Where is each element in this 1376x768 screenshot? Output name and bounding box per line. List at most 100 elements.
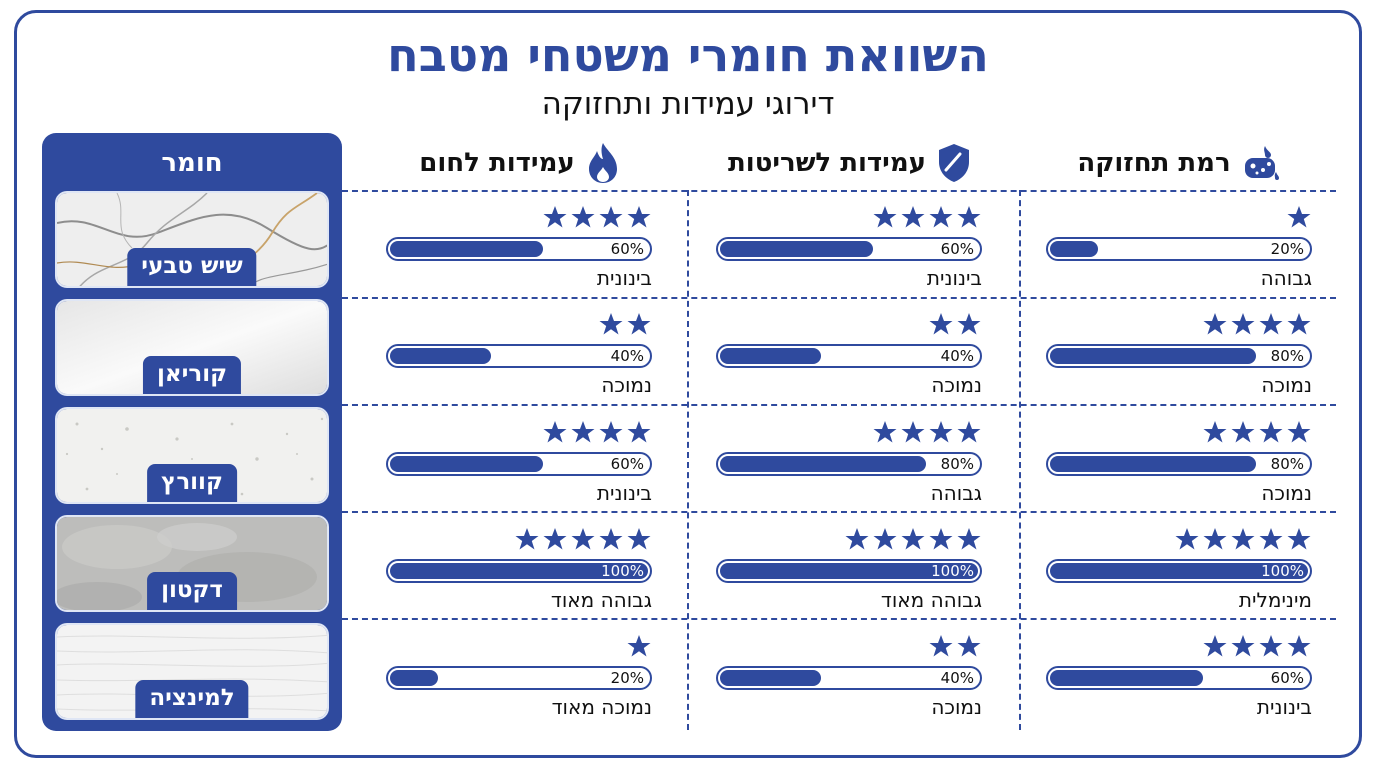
rating-cell: 60% בינונית: [372, 195, 652, 295]
star-icon: [929, 528, 953, 550]
material-card-corian: קוריאן: [55, 299, 329, 396]
rating-cell: 100% מינימלית: [1032, 517, 1312, 617]
progress-bar-fill: [390, 563, 648, 579]
progress-bar: 20%: [386, 666, 652, 690]
material-label: למינציה: [135, 680, 249, 718]
star-rating: [928, 312, 982, 338]
star-icon: [1203, 528, 1227, 550]
grid-line: [342, 404, 1336, 406]
star-rating: [1174, 527, 1312, 553]
material-card-quartz: קוורץ: [55, 407, 329, 504]
star-icon: [1259, 635, 1283, 657]
star-icon: [901, 421, 925, 443]
grid-line: [342, 297, 1336, 299]
material-label: קוריאן: [142, 356, 242, 394]
star-icon: [1203, 313, 1227, 335]
progress-percent: 20%: [610, 669, 644, 687]
grid-line: [342, 190, 1336, 192]
column-header-label: עמידות לחום: [419, 148, 575, 178]
progress-bar: 20%: [1046, 237, 1312, 261]
grid-line: [342, 618, 1336, 620]
rating-level: נמוכה: [601, 373, 652, 397]
star-rating: [1286, 205, 1312, 231]
grid-line: [687, 190, 689, 730]
progress-bar-fill: [390, 348, 491, 364]
star-icon: [543, 206, 567, 228]
progress-percent: 100%: [601, 562, 644, 580]
rating-cell: 80% נמוכה: [1032, 410, 1312, 510]
star-icon: [873, 528, 897, 550]
star-icon: [1287, 421, 1311, 443]
star-icon: [901, 528, 925, 550]
material-label: קוורץ: [147, 464, 237, 502]
star-icon: [1231, 528, 1255, 550]
star-icon: [1231, 635, 1255, 657]
progress-bar-fill: [1050, 563, 1308, 579]
star-icon: [543, 528, 567, 550]
star-icon: [901, 206, 925, 228]
rating-level: נמוכה: [1261, 481, 1312, 505]
progress-percent: 60%: [1270, 669, 1304, 687]
rating-level: בינונית: [1256, 695, 1312, 719]
progress-percent: 80%: [940, 455, 974, 473]
rating-cell: 100% גבוהה מאוד: [702, 517, 982, 617]
progress-bar: 100%: [716, 559, 982, 583]
star-icon: [571, 528, 595, 550]
progress-bar-fill: [720, 348, 821, 364]
materials-header: חומר: [161, 148, 223, 178]
star-rating: [542, 205, 652, 231]
progress-bar-fill: [1050, 348, 1256, 364]
star-icon: [571, 206, 595, 228]
star-rating: [1202, 420, 1312, 446]
progress-percent: 100%: [1261, 562, 1304, 580]
star-icon: [929, 313, 953, 335]
material-card-laminate: למינציה: [55, 623, 329, 720]
star-icon: [1231, 421, 1255, 443]
star-icon: [599, 313, 623, 335]
progress-percent: 40%: [610, 347, 644, 365]
rating-cell: 80% נמוכה: [1032, 302, 1312, 402]
grid-line: [342, 511, 1336, 513]
rating-cell: 80% גבוהה: [702, 410, 982, 510]
progress-bar: 60%: [716, 237, 982, 261]
progress-bar-fill: [1050, 670, 1204, 686]
column-header-label: עמידות לשריטות: [728, 148, 926, 178]
star-icon: [515, 528, 539, 550]
column-header-label: רמת תחזוקה: [1077, 148, 1231, 178]
rating-level: גבוהה: [930, 481, 982, 505]
progress-bar-fill: [1050, 241, 1099, 257]
star-icon: [1203, 635, 1227, 657]
progress-percent: 40%: [940, 669, 974, 687]
progress-bar: 100%: [386, 559, 652, 583]
star-icon: [1259, 313, 1283, 335]
progress-bar: 40%: [716, 666, 982, 690]
star-icon: [627, 206, 651, 228]
rating-level: נמוכה: [931, 373, 982, 397]
progress-percent: 100%: [931, 562, 974, 580]
star-icon: [957, 528, 981, 550]
sponge-icon: [1244, 146, 1279, 180]
star-icon: [627, 421, 651, 443]
rating-cell: 20% נמוכה מאוד: [372, 624, 652, 724]
star-icon: [957, 313, 981, 335]
star-icon: [957, 421, 981, 443]
progress-bar-fill: [720, 563, 978, 579]
progress-bar: 60%: [386, 452, 652, 476]
rating-level: גבוהה מאוד: [880, 588, 982, 612]
rating-level: גבוהה מאוד: [550, 588, 652, 612]
page-title: השוואת חומרי משטחי מטבח: [387, 28, 989, 82]
star-rating: [844, 527, 982, 553]
star-icon: [627, 528, 651, 550]
star-icon: [873, 206, 897, 228]
progress-bar-fill: [390, 456, 544, 472]
rating-level: נמוכה: [1261, 373, 1312, 397]
rating-level: בינונית: [596, 481, 652, 505]
progress-bar: 60%: [386, 237, 652, 261]
progress-bar: 80%: [1046, 452, 1312, 476]
star-rating: [1202, 634, 1312, 660]
rating-cell: 100% גבוהה מאוד: [372, 517, 652, 617]
rating-level: בינונית: [596, 266, 652, 290]
rating-cell: 40% נמוכה: [372, 302, 652, 402]
flame-icon: [588, 143, 617, 183]
star-icon: [1287, 206, 1311, 228]
